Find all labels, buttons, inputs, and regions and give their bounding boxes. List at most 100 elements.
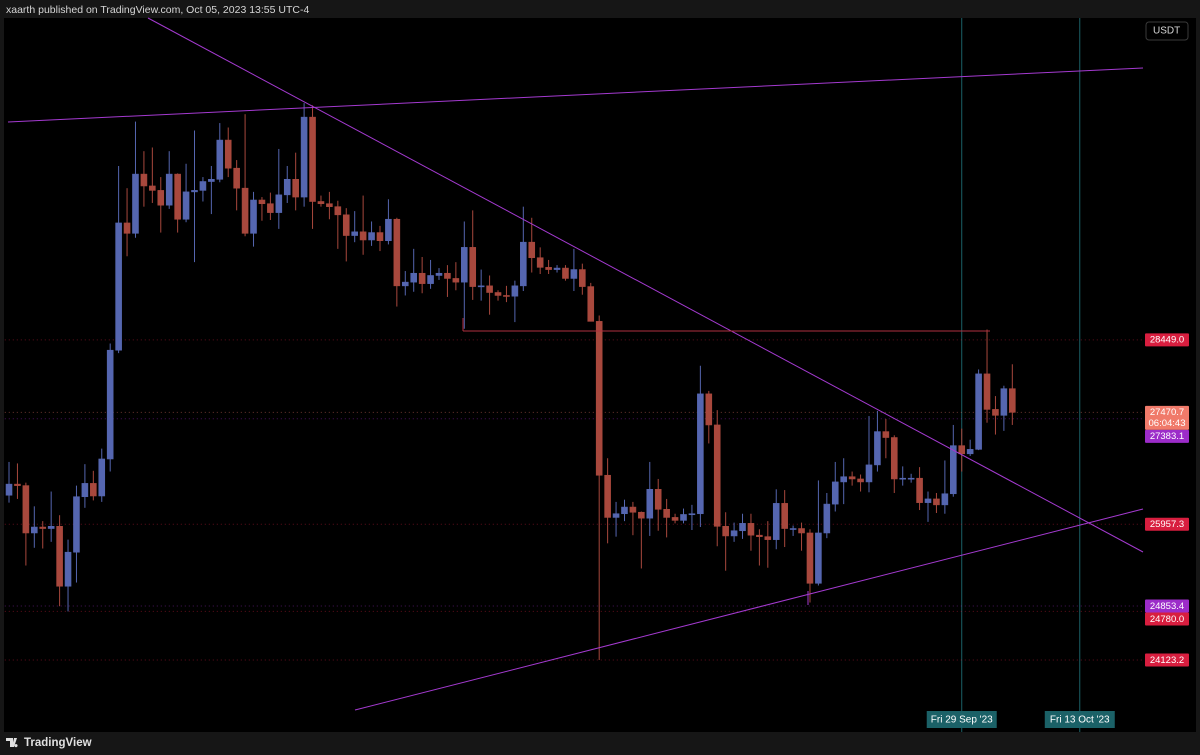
price-label-box bbox=[1145, 333, 1189, 347]
footer: TradingView bbox=[0, 732, 1200, 755]
candle-body bbox=[14, 483, 21, 486]
candle-body bbox=[663, 508, 670, 518]
candle-body bbox=[503, 295, 510, 297]
candle-body bbox=[739, 523, 746, 532]
candle-body bbox=[975, 373, 982, 450]
price-countdown: 06:04:43 bbox=[1149, 418, 1186, 429]
candle-body bbox=[165, 173, 173, 206]
candle-body bbox=[39, 526, 47, 529]
candle-body bbox=[595, 321, 603, 476]
candle-body bbox=[848, 476, 856, 480]
trend-line bbox=[7, 67, 1144, 123]
candle-body bbox=[351, 231, 358, 236]
price-label-box bbox=[1145, 517, 1189, 531]
candle-body bbox=[410, 272, 418, 283]
byline: xaarth published on TradingView.com, Oct… bbox=[6, 4, 309, 16]
candle-body bbox=[865, 464, 873, 483]
candle-body bbox=[992, 409, 999, 416]
candle-body bbox=[224, 139, 232, 169]
candle-body bbox=[258, 199, 266, 205]
candle-body bbox=[469, 247, 477, 287]
candle-body bbox=[713, 424, 721, 527]
price-label: 25957.3 bbox=[1150, 519, 1184, 530]
candle-body bbox=[401, 281, 409, 287]
candle-body bbox=[949, 445, 957, 495]
candle-body bbox=[90, 483, 97, 497]
candle-body bbox=[621, 506, 628, 515]
plot bbox=[4, 18, 1143, 732]
price-label: 24780.0 bbox=[1150, 614, 1184, 625]
candle-body bbox=[334, 206, 342, 216]
candle-body bbox=[208, 178, 215, 182]
candle-body bbox=[250, 199, 257, 234]
candle-body bbox=[81, 483, 89, 498]
candle-body bbox=[191, 190, 198, 193]
price-axis: Fri 29 Sep '23 Fri 13 Oct '23 28449.0 27470… bbox=[926, 333, 1189, 728]
candle-body bbox=[671, 517, 679, 521]
candle-body bbox=[368, 232, 375, 241]
candle-body bbox=[199, 181, 207, 191]
candle-body bbox=[5, 483, 13, 496]
currency: USDT bbox=[1153, 26, 1180, 37]
candle-body bbox=[958, 445, 966, 455]
price-label: 27470.7 bbox=[1150, 407, 1184, 418]
price-label: 24853.4 bbox=[1150, 601, 1184, 612]
candle-body bbox=[781, 503, 788, 529]
candle-body bbox=[182, 191, 190, 220]
candle-body bbox=[435, 272, 443, 276]
candle-body bbox=[275, 194, 283, 213]
candle-body bbox=[342, 214, 350, 236]
candle-body bbox=[241, 187, 249, 234]
candle-body bbox=[393, 218, 401, 287]
candle-body bbox=[604, 474, 611, 518]
brand: TradingView bbox=[24, 737, 92, 749]
candle-body bbox=[722, 526, 729, 537]
candle-body bbox=[98, 458, 106, 497]
candle-body bbox=[730, 530, 738, 537]
price-label: 27383.1 bbox=[1150, 431, 1184, 442]
candle-body bbox=[907, 477, 915, 480]
candle-body bbox=[494, 292, 502, 296]
candle-body bbox=[385, 218, 392, 242]
candle-body bbox=[756, 534, 763, 537]
candle-body bbox=[140, 173, 148, 187]
candle-body bbox=[174, 173, 181, 220]
candle-body bbox=[317, 201, 325, 205]
candle-body bbox=[477, 285, 485, 288]
candle-body bbox=[444, 272, 451, 279]
currency-box[interactable] bbox=[1145, 21, 1189, 41]
candle-body bbox=[612, 513, 620, 518]
candle-body bbox=[966, 449, 974, 455]
candle-body bbox=[924, 498, 932, 503]
candle-body bbox=[106, 349, 114, 460]
candle-body bbox=[983, 373, 991, 410]
candle-body bbox=[764, 536, 772, 540]
candle-body bbox=[629, 506, 637, 513]
candle-body bbox=[570, 269, 578, 279]
candle-body bbox=[300, 116, 308, 198]
price-label: 24123.2 bbox=[1150, 655, 1184, 666]
date-label-box bbox=[926, 711, 997, 728]
candle-body bbox=[460, 247, 468, 283]
candle-body bbox=[840, 476, 847, 483]
candle-body bbox=[267, 203, 274, 213]
candle-body bbox=[705, 393, 713, 426]
candle-body bbox=[823, 503, 831, 534]
candle-body bbox=[798, 528, 805, 534]
candle-body bbox=[857, 478, 864, 483]
date-label: Fri 13 Oct '23 bbox=[1050, 715, 1110, 726]
candle-body bbox=[115, 222, 122, 351]
candle-body bbox=[806, 532, 814, 584]
trend-line bbox=[354, 508, 1144, 711]
candle-body bbox=[73, 496, 80, 553]
date-label-box bbox=[1044, 711, 1115, 728]
candle-body bbox=[64, 551, 72, 587]
candle-body bbox=[882, 431, 890, 438]
candle-body bbox=[545, 267, 552, 270]
candle-body bbox=[553, 267, 561, 270]
candle-body bbox=[587, 286, 595, 322]
candle-body bbox=[890, 437, 898, 480]
candle-body bbox=[536, 257, 544, 268]
candle-body bbox=[899, 477, 907, 480]
